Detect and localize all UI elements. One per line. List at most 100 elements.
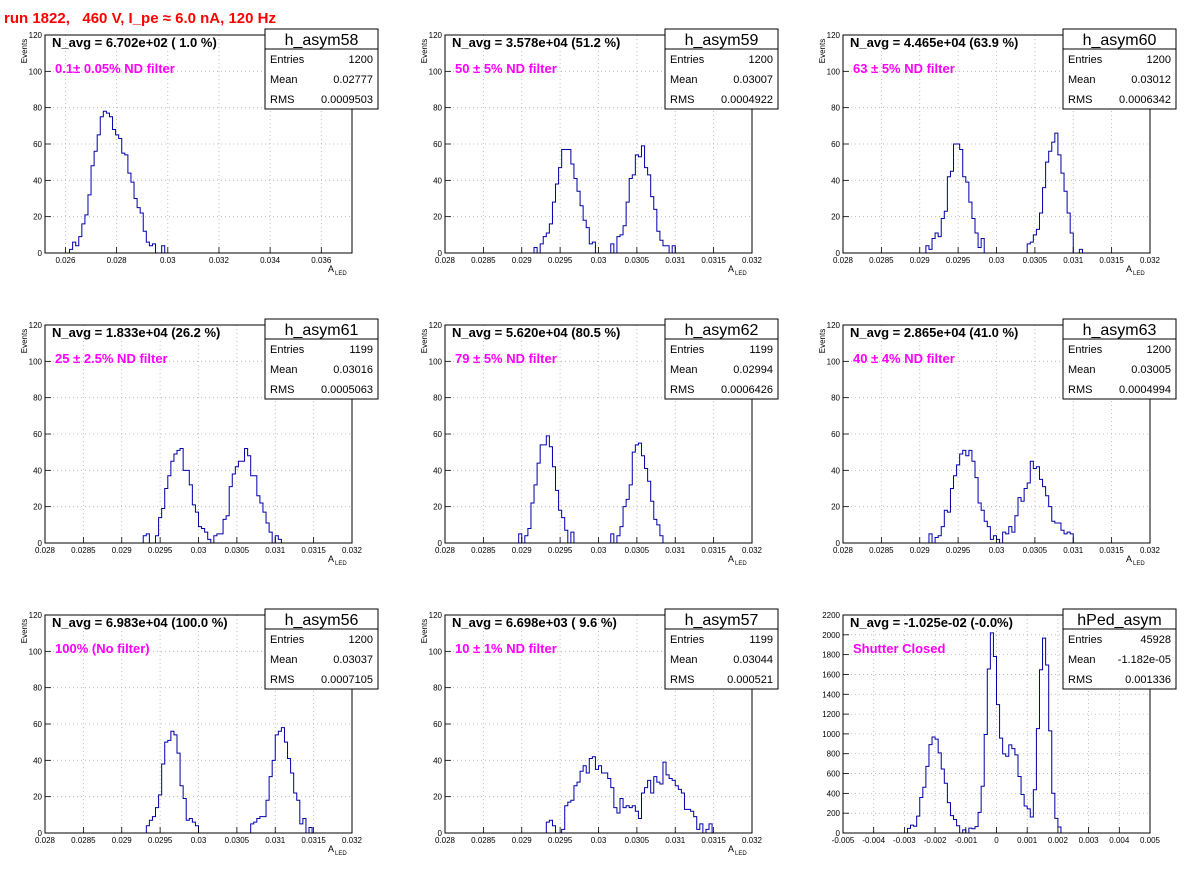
x-tick-label: 0.028 <box>107 256 128 265</box>
x-tick-label: -0.004 <box>862 836 885 845</box>
x-tick-label: 0.0315 <box>301 836 326 845</box>
y-tick-label: 0 <box>38 249 43 258</box>
x-axis-title-subscript: LED <box>335 851 347 857</box>
y-tick-label: 1000 <box>822 730 840 739</box>
navg-label: N_avg = 5.620e+04 (80.5 %) <box>452 325 620 340</box>
histogram-panel-h_asym62: 0.028 0.0285 0.029 0.0295 0.03 0.0305 0.031 0.0… <box>420 318 779 567</box>
x-axis-title: A <box>728 844 734 854</box>
navg-label: N_avg = 6.983e+04 (100.0 %) <box>52 615 228 630</box>
y-tick-label: 1400 <box>822 690 840 699</box>
stat-value: 0.0006426 <box>721 384 773 396</box>
x-tick-label: 0.028 <box>833 256 854 265</box>
navg-label: N_avg = -1.025e-02 (-0.0%) <box>850 615 1013 630</box>
stats-box-body <box>1062 338 1177 400</box>
histogram-name: h_asym57 <box>685 612 759 629</box>
stat-label: Mean <box>1068 74 1096 86</box>
histogram-panel-h_asym60: 0.028 0.0285 0.029 0.0295 0.03 0.0305 0.031 0.0… <box>818 28 1177 277</box>
stat-value: 1200 <box>349 54 373 66</box>
x-tick-label: 0.029 <box>910 256 931 265</box>
x-tick-label: 0.0285 <box>471 546 496 555</box>
y-axis-title: Events <box>20 329 29 353</box>
y-tick-label: 800 <box>827 750 841 759</box>
stat-label: Mean <box>1068 654 1096 666</box>
y-tick-label: 100 <box>29 67 43 76</box>
stat-value: 1200 <box>1147 344 1171 356</box>
y-tick-label: 100 <box>429 647 443 656</box>
stats-box-body <box>1062 48 1177 110</box>
navg-label: N_avg = 1.833e+04 (26.2 %) <box>52 325 220 340</box>
stat-value: 0.0006342 <box>1119 94 1171 106</box>
x-tick-label: 0.031 <box>1063 256 1084 265</box>
x-tick-label: 0.0295 <box>548 546 573 555</box>
stat-label: Entries <box>270 634 305 646</box>
y-tick-label: 60 <box>33 430 42 439</box>
stats-box: h_asym62 Entries 1199 Mean 0.02994 RMS 0.00064… <box>664 318 779 400</box>
x-tick-label: 0.032 <box>342 546 363 555</box>
x-axis-title: A <box>1126 554 1132 564</box>
y-tick-label: 100 <box>429 67 443 76</box>
x-tick-label: 0.032 <box>209 256 230 265</box>
filter-label: 10 ± 1% ND filter <box>455 641 557 656</box>
stat-value: 0.03044 <box>733 654 773 666</box>
stats-box: h_asym63 Entries 1200 Mean 0.03005 RMS 0.00049… <box>1062 318 1177 400</box>
stat-value: 0.03007 <box>733 74 773 86</box>
x-tick-label: 0.034 <box>260 256 281 265</box>
stats-box: h_asym61 Entries 1199 Mean 0.03016 RMS 0.00050… <box>264 318 379 400</box>
x-tick-label: 0.032 <box>1140 546 1161 555</box>
x-tick-label: 0.0295 <box>148 546 173 555</box>
x-axis-title: A <box>328 844 334 854</box>
stat-label: RMS <box>270 384 294 396</box>
stats-box-body <box>264 628 379 690</box>
x-tick-label: -0.003 <box>893 836 916 845</box>
stat-label: Mean <box>270 364 298 376</box>
y-tick-label: 0 <box>836 539 841 548</box>
stats-box-body <box>664 48 779 110</box>
stats-box-body <box>264 48 379 110</box>
run-title: run 1822, 460 V, I_pe ≈ 6.0 nA, 120 Hz <box>4 10 276 27</box>
x-tick-label: 0.005 <box>1140 836 1161 845</box>
x-tick-label: 0.0285 <box>869 546 894 555</box>
y-tick-label: 0 <box>836 829 841 838</box>
x-tick-label: 0.001 <box>1017 836 1038 845</box>
x-axis-title: A <box>328 264 334 274</box>
y-tick-label: 0 <box>836 249 841 258</box>
stat-label: RMS <box>1068 94 1092 106</box>
stat-value: 0.0007105 <box>321 674 373 686</box>
y-tick-label: 120 <box>429 321 443 330</box>
stat-value: 1200 <box>1147 54 1171 66</box>
stats-box: h_asym60 Entries 1200 Mean 0.03012 RMS 0.00063… <box>1062 28 1177 110</box>
histogram-series-h_asym58 <box>45 110 352 254</box>
x-tick-label: 0.028 <box>35 836 56 845</box>
y-tick-label: 20 <box>433 213 442 222</box>
x-tick-label: 0.0295 <box>548 256 573 265</box>
histogram-panel-h_asym59: 0.028 0.0285 0.029 0.0295 0.03 0.0305 0.031 0.0… <box>420 28 779 277</box>
y-tick-label: 1800 <box>822 651 840 660</box>
x-tick-label: 0.031 <box>665 546 686 555</box>
x-tick-label: 0.0315 <box>301 546 326 555</box>
stats-box-body <box>1062 628 1177 690</box>
y-tick-label: 20 <box>831 213 840 222</box>
x-tick-label: 0.028 <box>435 546 456 555</box>
y-tick-label: 40 <box>433 756 442 765</box>
x-tick-label: 0.002 <box>1048 836 1069 845</box>
stats-box: h_asym58 Entries 1200 Mean 0.02777 RMS 0.00095… <box>264 28 379 110</box>
stat-label: Entries <box>270 54 305 66</box>
x-tick-label: 0.03 <box>591 836 607 845</box>
y-axis-title: Events <box>420 619 429 643</box>
x-axis-title: A <box>728 554 734 564</box>
y-tick-label: 40 <box>433 176 442 185</box>
y-tick-label: 120 <box>429 611 443 620</box>
x-axis-title: A <box>328 554 334 564</box>
x-axis-title: A <box>728 264 734 274</box>
y-tick-label: 120 <box>429 31 443 40</box>
x-tick-label: 0.029 <box>512 836 533 845</box>
filter-label: 40 ± 4% ND filter <box>853 351 955 366</box>
y-tick-label: 60 <box>433 430 442 439</box>
stat-value: 0.03012 <box>1131 74 1171 86</box>
histogram-panel-h_asym63: 0.028 0.0285 0.029 0.0295 0.03 0.0305 0.031 0.0… <box>818 318 1177 567</box>
y-tick-label: 100 <box>29 647 43 656</box>
stat-value: 0.000521 <box>727 674 773 686</box>
x-tick-label: 0.0315 <box>701 256 726 265</box>
stat-label: Entries <box>1068 344 1103 356</box>
stats-box: h_asym57 Entries 1199 Mean 0.03044 RMS 0.00052… <box>664 608 779 690</box>
